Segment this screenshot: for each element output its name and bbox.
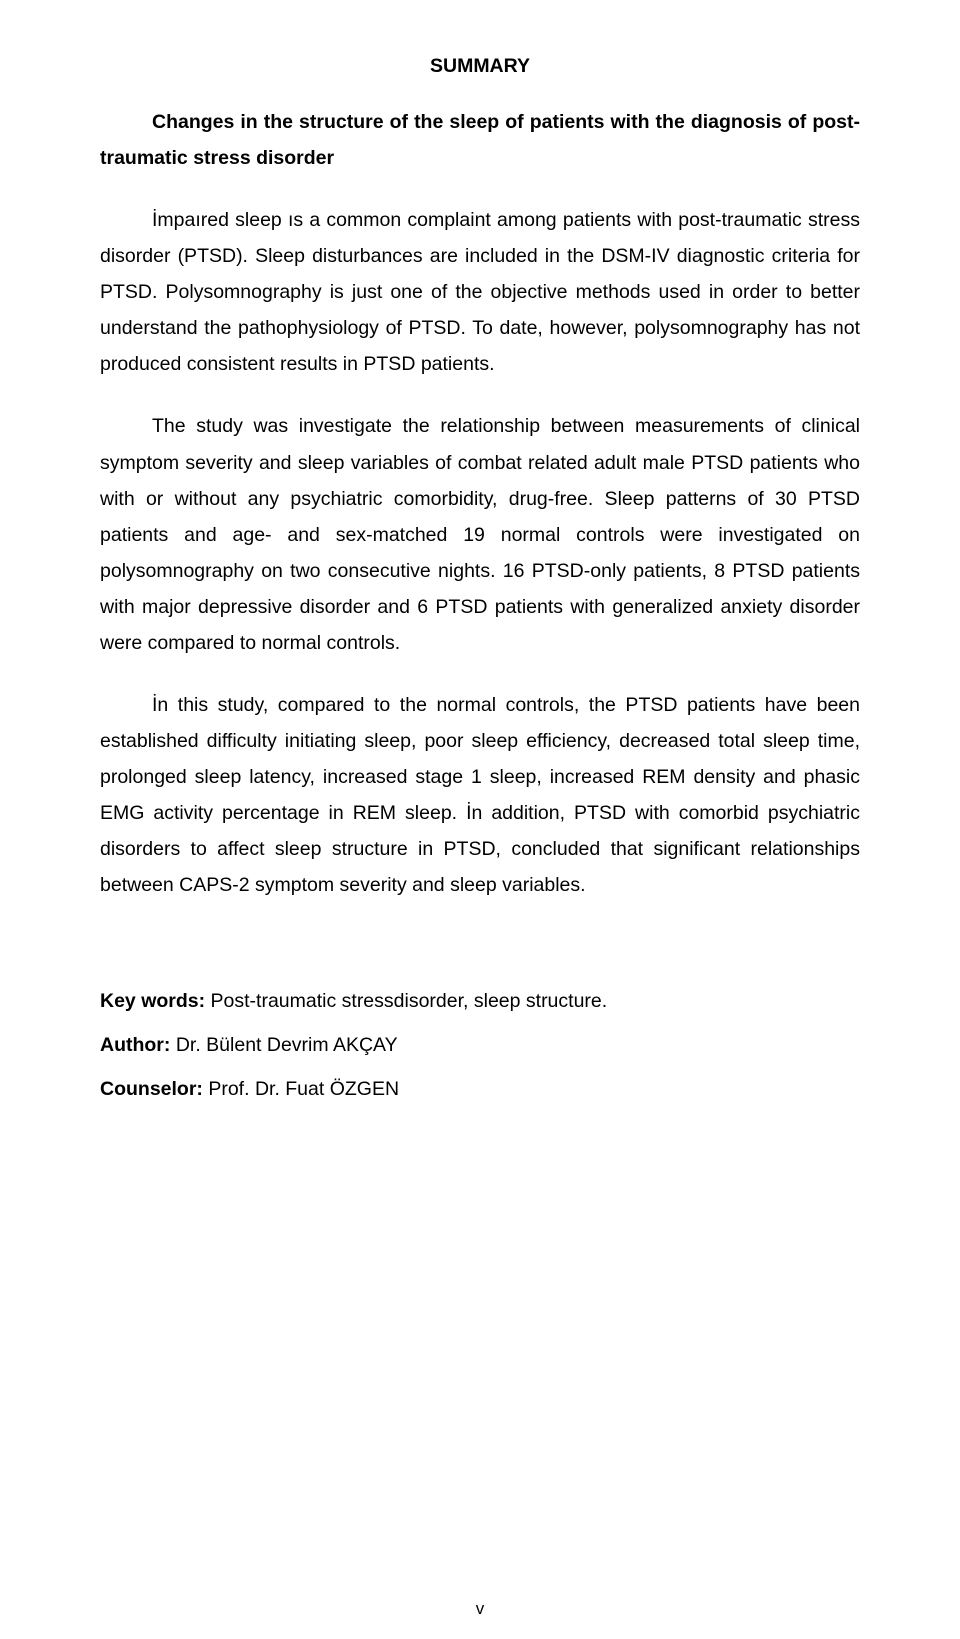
author-value: Dr. Bülent Devrim AKÇAY: [170, 1034, 397, 1056]
paragraph-1: İmpaıred sleep ıs a common complaint amo…: [100, 202, 860, 382]
counselor-value: Prof. Dr. Fuat ÖZGEN: [203, 1078, 399, 1100]
author-label: Author:: [100, 1034, 170, 1056]
page-number: v: [0, 1599, 960, 1619]
paragraph-2: The study was investigate the relationsh…: [100, 408, 860, 660]
counselor-line: Counselor: Prof. Dr. Fuat ÖZGEN: [100, 1071, 860, 1107]
keywords-line: Key words: Post-traumatic stressdisorder…: [100, 983, 860, 1019]
author-line: Author: Dr. Bülent Devrim AKÇAY: [100, 1027, 860, 1063]
document-subtitle: Changes in the structure of the sleep of…: [100, 104, 860, 176]
paragraph-3: İn this study, compared to the normal co…: [100, 687, 860, 903]
counselor-label: Counselor:: [100, 1078, 203, 1100]
keywords-label: Key words:: [100, 990, 205, 1012]
document-heading: SUMMARY: [100, 55, 860, 78]
keywords-value: Post-traumatic stressdisorder, sleep str…: [205, 990, 607, 1012]
